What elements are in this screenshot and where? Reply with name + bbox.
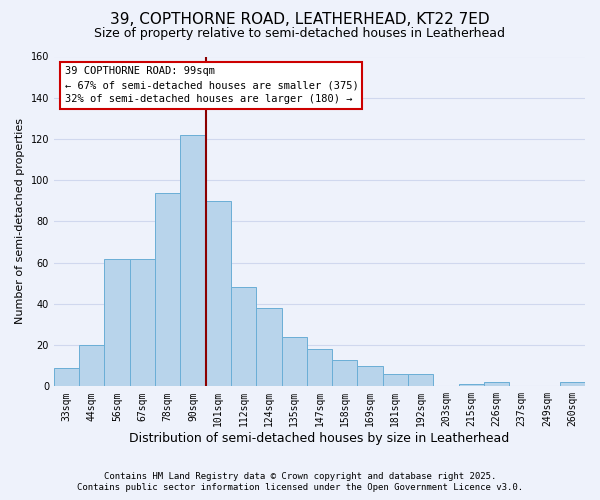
Bar	[560, 382, 585, 386]
Bar	[181, 135, 206, 386]
Y-axis label: Number of semi-detached properties: Number of semi-detached properties	[15, 118, 25, 324]
Bar	[79, 345, 104, 387]
Bar	[155, 192, 181, 386]
Bar	[307, 349, 332, 387]
Bar	[206, 201, 231, 386]
Text: Contains HM Land Registry data © Crown copyright and database right 2025.
Contai: Contains HM Land Registry data © Crown c…	[77, 472, 523, 492]
Bar	[484, 382, 509, 386]
Text: 39, COPTHORNE ROAD, LEATHERHEAD, KT22 7ED: 39, COPTHORNE ROAD, LEATHERHEAD, KT22 7E…	[110, 12, 490, 28]
Text: Size of property relative to semi-detached houses in Leatherhead: Size of property relative to semi-detach…	[95, 28, 505, 40]
Bar	[231, 288, 256, 386]
Bar	[54, 368, 79, 386]
X-axis label: Distribution of semi-detached houses by size in Leatherhead: Distribution of semi-detached houses by …	[130, 432, 509, 445]
Bar	[408, 374, 433, 386]
Bar	[358, 366, 383, 386]
Bar	[104, 258, 130, 386]
Bar	[256, 308, 281, 386]
Bar	[332, 360, 358, 386]
Text: 39 COPTHORNE ROAD: 99sqm
← 67% of semi-detached houses are smaller (375)
32% of : 39 COPTHORNE ROAD: 99sqm ← 67% of semi-d…	[65, 66, 358, 104]
Bar	[130, 258, 155, 386]
Bar	[383, 374, 408, 386]
Bar	[281, 337, 307, 386]
Bar	[458, 384, 484, 386]
